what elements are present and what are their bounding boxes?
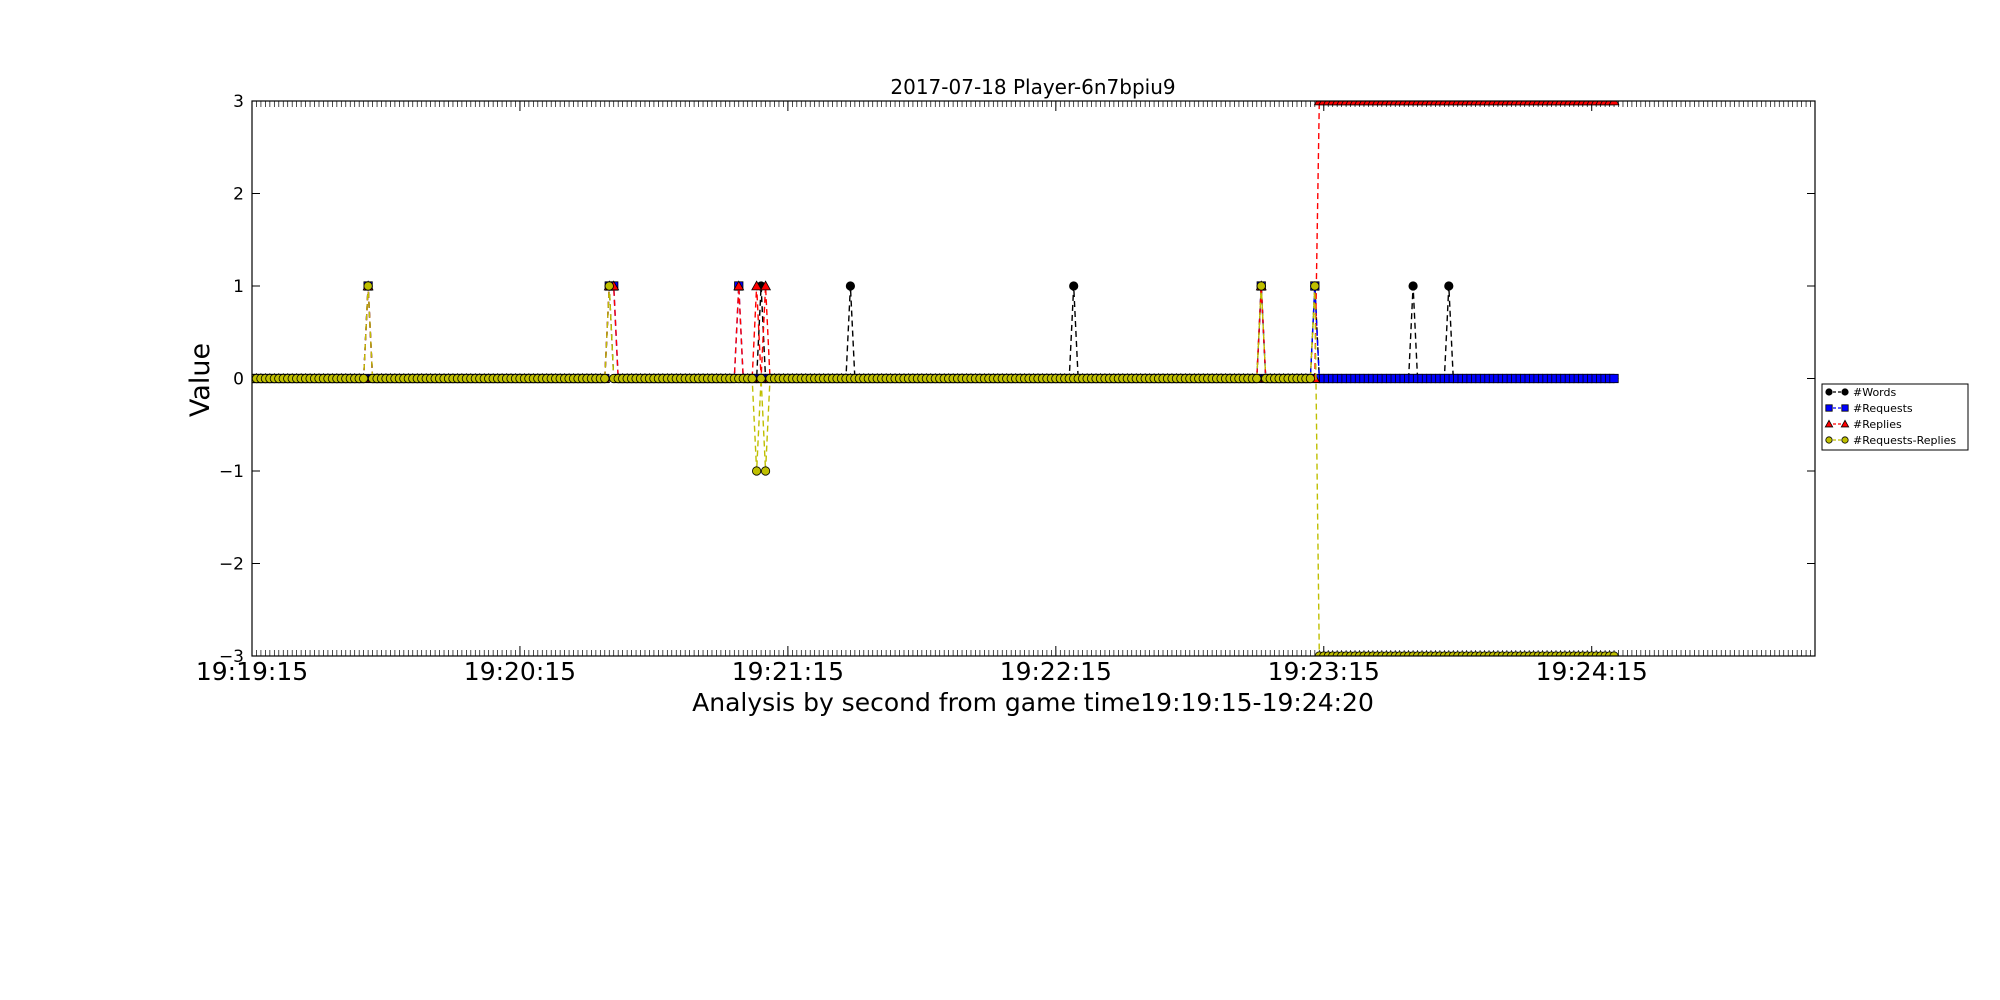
legend-item: #Words xyxy=(1825,386,1896,399)
legend-label: #Requests xyxy=(1853,402,1913,415)
legend: #Words #Requests #Replies #Requests-Replies xyxy=(1821,383,1969,451)
legend-item: #Requests-Replies xyxy=(1825,434,1956,447)
y-tick-label: −3 xyxy=(219,647,244,667)
data-point xyxy=(1408,281,1418,291)
data-point xyxy=(1256,281,1266,291)
x-tick-label: 19:20:15 xyxy=(464,657,576,686)
plot-frame xyxy=(251,100,1816,657)
legend-label: #Words xyxy=(1853,386,1896,399)
x-tick-label: 19:21:15 xyxy=(732,657,844,686)
y-tick-label: −2 xyxy=(219,555,244,575)
chart-title: 2017-07-18 Player-6n7bpiu9 xyxy=(890,75,1175,99)
data-point xyxy=(1608,101,1620,106)
x-tick-label: 19:19:15 xyxy=(196,657,308,686)
legend-label: #Replies xyxy=(1853,418,1902,431)
y-tick-label: 3 xyxy=(233,92,244,112)
data-point xyxy=(751,280,763,291)
y-tick-label: −1 xyxy=(219,462,244,482)
legend-label: #Requests-Replies xyxy=(1853,434,1956,447)
data-point xyxy=(1841,436,1849,444)
data-point xyxy=(1444,281,1454,291)
y-axis: −3 −2 −1 0 1 2 3 xyxy=(219,92,244,667)
data-point xyxy=(1825,388,1833,396)
data-point xyxy=(363,281,373,291)
data-point xyxy=(1310,281,1320,291)
y-tick-label: 1 xyxy=(233,277,244,297)
data-point xyxy=(1824,419,1834,428)
data-point xyxy=(1069,281,1079,291)
data-point xyxy=(359,373,369,384)
data-point xyxy=(756,373,766,384)
legend-item: #Replies xyxy=(1824,418,1902,431)
y-tick-label: 2 xyxy=(233,185,244,205)
data-point xyxy=(600,373,610,384)
data-point xyxy=(752,466,762,476)
data-point xyxy=(1305,373,1315,384)
data-point xyxy=(1609,373,1619,384)
data-point xyxy=(1841,404,1849,412)
data-point xyxy=(1841,388,1849,396)
x-axis-label: Analysis by second from game time19:19:1… xyxy=(692,688,1374,717)
data-point xyxy=(604,281,614,291)
x-tick-label: 19:22:15 xyxy=(1000,657,1112,686)
data-point xyxy=(1840,419,1850,428)
data-point xyxy=(760,466,771,476)
data-point xyxy=(845,281,856,291)
data-point xyxy=(733,280,745,291)
y-tick-label: 0 xyxy=(233,370,244,390)
x-axis: 19:19:15 19:20:15 19:21:15 19:22:15 19:23:15… xyxy=(196,657,1648,686)
x-tick-label: 19:23:15 xyxy=(1268,657,1380,686)
data-point xyxy=(1825,404,1833,412)
y-axis-label: Value xyxy=(185,343,216,417)
data-point xyxy=(1825,436,1833,444)
x-tick-label: 19:24:15 xyxy=(1536,657,1648,686)
data-point xyxy=(760,280,772,291)
minor-ticks xyxy=(251,101,1816,656)
data-point xyxy=(747,373,757,384)
legend-item: #Requests xyxy=(1825,402,1913,415)
data-point xyxy=(1252,373,1262,384)
